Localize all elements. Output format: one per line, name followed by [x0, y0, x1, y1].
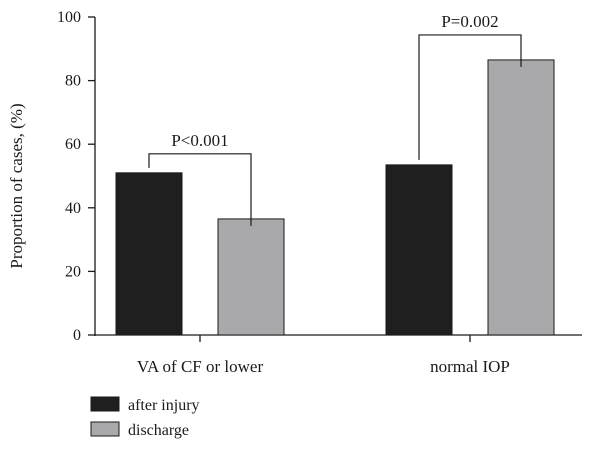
y-tick-label: 60 [65, 136, 81, 153]
p-value-label: P=0.002 [441, 12, 498, 31]
legend: after injury discharge [90, 396, 200, 439]
bar [385, 164, 453, 336]
legend-swatch [90, 421, 120, 437]
axes: 0 20 40 60 80 100 Proportion of cases, (%) VA o… [7, 9, 582, 376]
x-tick-label: normal IOP [430, 357, 510, 376]
significance-bracket [148, 153, 252, 226]
significance-bracket [418, 34, 522, 160]
bar [487, 59, 555, 336]
y-tick-label: 0 [73, 327, 81, 344]
annotations: P<0.001 P=0.002 [148, 12, 522, 226]
y-tick-label: 80 [65, 73, 81, 90]
legend-label: discharge [128, 422, 189, 439]
y-axis-title: Proportion of cases, (%) [7, 103, 26, 268]
p-value-label: P<0.001 [171, 131, 228, 150]
bar [217, 218, 285, 336]
legend-label: after injury [128, 397, 200, 414]
x-tick-label: VA of CF or lower [137, 357, 264, 376]
bar [115, 172, 183, 336]
y-tick-label: 20 [65, 263, 81, 280]
y-tick-label: 100 [57, 9, 81, 26]
legend-swatch [90, 396, 120, 412]
bars [115, 59, 555, 336]
y-tick-label: 40 [65, 200, 81, 217]
